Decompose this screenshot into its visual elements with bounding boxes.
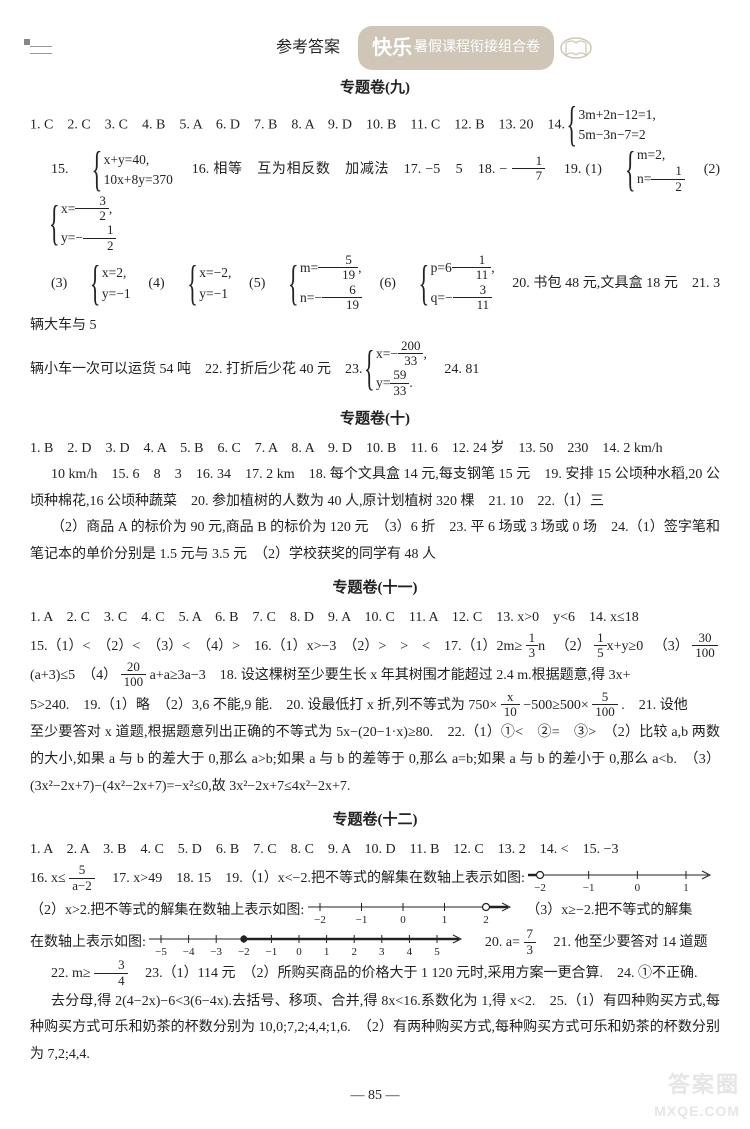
watermark: 答案圈 MXQE.COM [654,1073,740,1121]
svg-text:−4: −4 [183,946,195,958]
section9-content: 1. C 2. C 3. C 4. B 5. A 6. D 7. B 8. A … [30,105,720,400]
s9-19b: (2) [689,162,720,177]
svg-text:−3: −3 [211,946,223,958]
header-title: 参考答案 [276,33,340,63]
s12-l4c: 21. 他至少要答对 14 道题 [540,935,708,950]
s12-l4a: 在数轴上表示如图: [30,935,146,950]
section10-content: 1. B 2. D 3. D 4. A 5. B 6. C 7. A 8. A … [30,436,720,569]
svg-text:5: 5 [435,946,441,958]
svg-text:−5: −5 [156,946,168,958]
s11-l2c: （3） [647,639,689,654]
svg-text:1: 1 [324,946,330,958]
s10-l1: 1. B 2. D 3. D 4. A 5. B 6. C 7. A 8. A … [30,436,720,463]
s11-l4a: 5>240. 19.（1）略 （2）3,6 不能,9 能. 20. 设最低打 x… [30,698,497,713]
s11-l5: 至少要答对 x 道题,根据题意列出正确的不等式为 5x−(20−1·x)≥80.… [30,720,720,800]
numberline-2: −2 −1 0 1 2 [308,895,516,927]
s9-6lbl: (6) [366,276,396,291]
svg-text:−2: −2 [535,882,547,894]
s11-l1: 1. A 2. C 3. C 4. C 5. A 6. B 7. C 8. D … [30,605,720,632]
s10-l2: 10 km/h 15. 6 8 3 16. 34 17. 2 km 18. 每个… [30,462,720,515]
section9-title: 专题卷(九) [30,74,720,103]
section11-title: 专题卷(十一) [30,574,720,603]
s9-3lbl: (3) [51,276,67,291]
numberline-3: −5 −4 −3 −2 −1 0 1 2 3 4 5 [149,927,467,959]
s9-b23: x=−20033, y=5933. [366,340,427,399]
svg-text:−2: −2 [238,946,250,958]
svg-text:3: 3 [379,946,385,958]
svg-text:2: 2 [483,914,489,926]
s9-4lbl: (4) [134,276,164,291]
s9-b6: p=6111, q=−311 [400,254,495,313]
s12-l5a: 22. m≥ [51,966,91,981]
s9-b3: x=2, y=−1 [71,263,131,304]
svg-text:0: 0 [635,882,641,894]
svg-text:1: 1 [684,882,690,894]
s12-l1: 1. A 2. A 3. B 4. C 5. D 6. B 7. C 8. C … [30,837,720,864]
s12-l5b: 23.（1）114 元 （2）所购买商品的价格大于 1 120 元时,采用方案一… [131,966,697,981]
s9-16: 16. 相等 互为相反数 加减法 17. −5 5 18. − [177,162,507,177]
section10-title: 专题卷(十) [30,405,720,434]
header-decor [30,46,52,54]
svg-text:−2: −2 [314,914,326,926]
svg-text:1: 1 [442,914,448,926]
svg-text:−1: −1 [355,914,367,926]
header-badge: 快乐 暑假课程衔接组合卷 [358,26,554,70]
s9-l1: 1. C 2. C 3. C 4. B 5. A 6. D 7. B 8. A … [30,117,569,132]
s12-l3a: （2）x>2.把不等式的解集在数轴上表示如图: [30,903,304,918]
s9-15lbl: 15. [51,162,73,177]
s12-l2a: 16. x≤ [30,871,66,886]
s12-l3b: （3）x≥−2.把不等式的解集 [519,903,692,918]
svg-text:4: 4 [407,946,413,958]
s9-l7: 辆小车一次可以运货 54 吨 22. 打折后少花 40 元 23. [30,362,366,377]
svg-text:0: 0 [400,914,406,926]
numberline-1: −2 −1 0 1 [528,863,716,895]
s9-24: 24. 81 [430,362,479,377]
s11-l3a: (a+3)≤5 （4） [30,668,117,683]
s12-l4b: 20. a= [471,935,520,950]
svg-text:−1: −1 [266,946,278,958]
badge-bold: 快乐 [372,29,412,67]
s9-b4: x=−2, y=−1 [168,263,231,304]
section12-title: 专题卷(十二) [30,806,720,835]
svg-text:2: 2 [352,946,358,958]
s11-l2a: 15.（1）< （2）< （3）< （4）> 16.（1）x>−3 （2）> >… [30,639,522,654]
s9-b19a: m=2, n=12 [606,145,685,195]
s12-l2b: 17. x>49 18. 15 19.（1）x<−2.把不等式的解集在数轴上表示… [98,871,525,886]
s9-b5: m=519, n=−619 [269,254,362,313]
s11-l4c: . 21. 设他 [621,698,688,713]
badge-text: 暑假课程衔接组合卷 [414,35,540,62]
s11-l4b: −500≥500× [523,698,588,713]
s11-l3b: a+a≥3a−3 18. 设这棵树至少要生长 x 年其树围才能超过 2.4 m.… [150,668,631,683]
s9-b15: x+y=40, 10x+8y=370 [73,150,173,191]
page-number: — 85 — [30,1083,720,1110]
s9-f18: 17 [512,154,546,184]
svg-text:−1: −1 [583,882,595,894]
s11-l2b: （2） [549,639,591,654]
section12-content: 1. A 2. A 3. B 4. C 5. D 6. B 7. C 8. C … [30,837,720,1069]
page-header: 参考答案 快乐 暑假课程衔接组合卷 [30,28,720,68]
section11-content: 1. A 2. C 3. C 4. C 5. A 6. B 7. C 8. D … [30,605,720,800]
s12-l6: 去分母,得 2(4−2x)−6<3(6−4x).去括号、移项、合并,得 8x<1… [30,989,720,1069]
s10-l3: （2）商品 A 的标价为 90 元,商品 B 的标价为 120 元 （3）6 折… [30,515,720,568]
book-icon [558,33,594,63]
s9-5lbl: (5) [235,276,265,291]
svg-text:0: 0 [297,946,303,958]
